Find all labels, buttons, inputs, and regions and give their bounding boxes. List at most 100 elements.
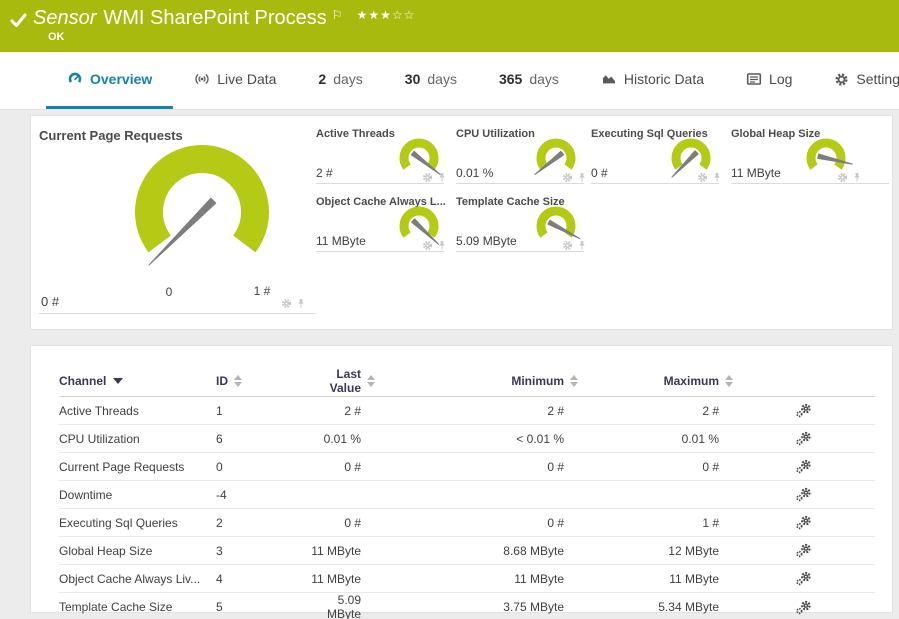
channel-settings-icon[interactable]: [733, 459, 875, 474]
sensor-title-row: Sensor WMI SharePoint Process ⚐ ★★★☆☆: [10, 7, 415, 34]
mini-gauge: [397, 136, 441, 185]
tab-2-days[interactable]: 2 days: [297, 52, 383, 109]
channel-name: Global Heap Size: [59, 536, 216, 565]
channel-last-value: 2 #: [304, 396, 375, 425]
column-header-minimum[interactable]: Minimum: [375, 366, 578, 397]
ok-check-icon: [10, 12, 27, 34]
mini-gauge-value: 11 MByte: [316, 234, 366, 248]
channel-minimum: 2 #: [375, 396, 578, 425]
channel-settings-icon[interactable]: [733, 543, 875, 558]
gauge-settings-icon[interactable]: [562, 238, 573, 256]
column-header-actions: [733, 366, 875, 397]
gauge-settings-icon[interactable]: [562, 170, 573, 188]
channel-last-value: [304, 480, 375, 509]
channel-maximum: 5.34 MByte: [578, 592, 733, 619]
gauge-settings-icon[interactable]: [281, 296, 292, 314]
sort-icon: [725, 375, 733, 387]
tab-30-days[interactable]: 30 days: [384, 52, 478, 109]
tab-live-data[interactable]: Live Data: [173, 52, 297, 109]
gauge-icon: [67, 71, 83, 87]
mini-gauge-title: CPU Utilization: [456, 128, 535, 140]
channel-actions-cell: [733, 564, 875, 593]
tab-label: days: [529, 71, 559, 87]
divider: [39, 313, 315, 314]
mini-gauge-actions: [562, 170, 587, 188]
pin-icon[interactable]: [437, 238, 447, 256]
tab-label: days: [427, 71, 457, 87]
channel-actions-cell: [733, 536, 875, 565]
pin-icon[interactable]: [577, 238, 587, 256]
sensor-status-header: Sensor WMI SharePoint Process ⚐ ★★★☆☆ OK: [0, 0, 899, 52]
table-row: Executing Sql Queries 2 0 #0 #1 #: [59, 508, 875, 537]
tab-log[interactable]: Log: [725, 52, 813, 109]
tab-label: Log: [769, 71, 793, 87]
tab-label: Live Data: [217, 71, 277, 87]
live-icon: [194, 71, 210, 87]
pin-icon[interactable]: [712, 170, 722, 188]
channel-maximum: 0.01 %: [578, 424, 733, 453]
channel-name: Downtime: [59, 480, 216, 509]
primary-gauge-min-label: 0: [165, 285, 173, 299]
tab-number: 365: [498, 71, 523, 87]
mini-gauge-cell: Active Threads 2 #: [316, 126, 445, 185]
channel-settings-icon[interactable]: [733, 600, 875, 615]
gauge-dial: [399, 138, 441, 176]
pin-icon[interactable]: [577, 170, 587, 188]
mini-gauge-value: 11 MByte: [731, 166, 781, 180]
gauge-settings-icon[interactable]: [697, 170, 708, 188]
gauge-settings-icon[interactable]: [422, 170, 433, 188]
gauge-settings-icon[interactable]: [837, 170, 848, 188]
column-header-id[interactable]: ID: [216, 366, 304, 397]
tab-365-days[interactable]: 365 days: [478, 52, 580, 109]
pin-icon[interactable]: [437, 170, 447, 188]
channel-maximum: 2 #: [578, 396, 733, 425]
mini-gauge-actions: [422, 170, 447, 188]
priority-stars[interactable]: ★★★☆☆: [356, 8, 416, 22]
mini-gauge-actions: [422, 238, 447, 256]
flag-icon[interactable]: ⚐: [331, 8, 343, 22]
column-header-maximum[interactable]: Maximum: [578, 366, 733, 397]
table-row: Downtime -4: [59, 480, 875, 509]
tab-historic-data[interactable]: Historic Data: [580, 52, 725, 109]
mini-gauge-title: Object Cache Always L...: [316, 196, 446, 208]
channel-settings-icon[interactable]: [733, 403, 875, 418]
sort-icon: [234, 375, 242, 387]
channel-id: -4: [216, 480, 304, 509]
channel-table: Channel ID Last Value Minimum Maximum: [59, 366, 875, 619]
pin-icon[interactable]: [296, 296, 306, 314]
channel-settings-icon[interactable]: [733, 431, 875, 446]
mini-gauge-value: 0 #: [591, 166, 608, 180]
mini-gauge-cell: Template Cache Size 5.09 MByte: [456, 194, 585, 252]
gauge-settings-icon[interactable]: [422, 238, 433, 256]
mini-gauge-cell: CPU Utilization 0.01 %: [456, 126, 585, 184]
channel-settings-icon[interactable]: [733, 487, 875, 502]
pin-icon[interactable]: [852, 170, 862, 188]
channel-minimum: 11 MByte: [375, 564, 578, 593]
tab-settings[interactable]: Settings: [813, 52, 899, 109]
channel-name: Active Threads: [59, 396, 216, 425]
channel-settings-icon[interactable]: [733, 571, 875, 586]
channel-settings-icon[interactable]: [733, 515, 875, 530]
tab-label: Overview: [90, 71, 153, 87]
table-row: Template Cache Size 5 5.09 MByte 3.75 MByte…: [59, 592, 875, 619]
tab-overview[interactable]: Overview: [46, 52, 174, 109]
mini-gauge-title: Executing Sql Queries: [591, 128, 708, 140]
mini-gauge-title: Global Heap Size: [731, 128, 821, 140]
mini-gauge: [804, 136, 853, 185]
column-header-last-value[interactable]: Last Value: [304, 366, 375, 397]
channel-last-value: 11 MByte: [304, 536, 375, 565]
channel-minimum: 0 #: [375, 452, 578, 481]
channel-id: 4: [216, 564, 304, 593]
channel-last-value: 0 #: [304, 452, 375, 481]
channel-actions-cell: [733, 396, 875, 425]
column-header-channel[interactable]: Channel: [59, 366, 216, 397]
channel-minimum: 0 #: [375, 508, 578, 537]
table-row: Current Page Requests 0 0 #0 #0 #: [59, 452, 875, 481]
table-header-row: Channel ID Last Value Minimum Maximum: [59, 366, 875, 397]
channel-actions-cell: [733, 452, 875, 481]
table-row: Object Cache Always Liv... 4 11 MByte 11 MB…: [59, 564, 875, 593]
mini-gauge-cell: Object Cache Always L... 11 MByte: [316, 194, 446, 252]
sensor-title: WMI SharePoint Process: [103, 7, 327, 29]
tab-label: days: [333, 71, 363, 87]
